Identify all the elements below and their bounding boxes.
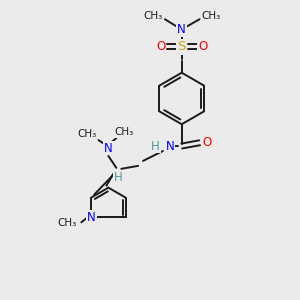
- Text: O: O: [198, 40, 207, 53]
- Text: CH₃: CH₃: [115, 127, 134, 137]
- Text: CH₃: CH₃: [202, 11, 221, 21]
- Text: CH₃: CH₃: [77, 129, 96, 139]
- Text: N: N: [177, 22, 186, 36]
- Text: O: O: [156, 40, 166, 53]
- Text: N: N: [87, 211, 96, 224]
- Text: H: H: [151, 140, 160, 152]
- Text: H: H: [114, 171, 123, 184]
- Text: O: O: [203, 136, 212, 148]
- Text: S: S: [178, 40, 186, 53]
- Text: CH₃: CH₃: [58, 218, 77, 228]
- Text: N: N: [165, 140, 174, 152]
- Text: N: N: [104, 142, 113, 154]
- Text: CH₃: CH₃: [143, 11, 163, 21]
